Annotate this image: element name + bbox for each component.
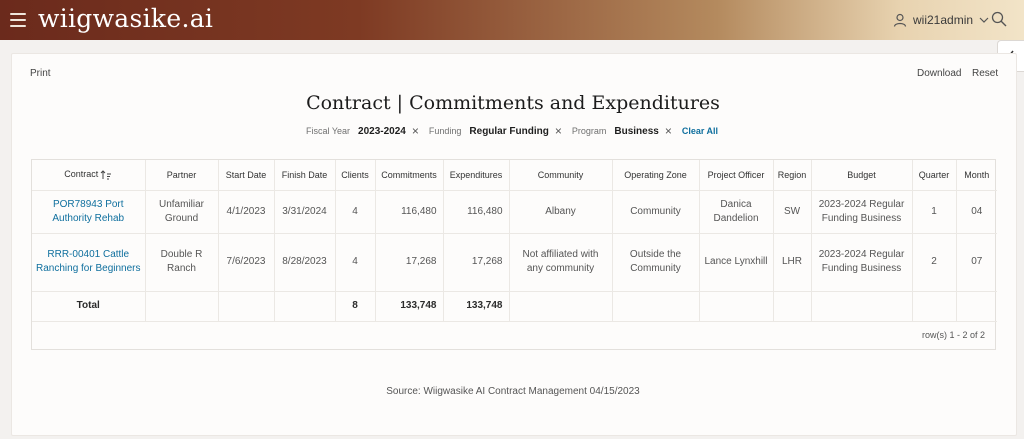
user-icon: [893, 13, 907, 27]
top-header-bar: wiigwasike.ai wii21admin: [0, 0, 1024, 40]
table-cell: [912, 291, 957, 322]
filter-value: 2023-2024: [358, 125, 406, 137]
filter-label: Funding: [428, 126, 462, 136]
column-header[interactable]: Month: [956, 160, 997, 191]
column-header[interactable]: Commitments: [375, 160, 444, 191]
column-header[interactable]: Operating Zone: [612, 160, 700, 191]
download-button[interactable]: Download: [917, 68, 962, 79]
table-cell: Double R Ranch: [145, 233, 219, 292]
column-header[interactable]: Region: [773, 160, 812, 191]
table-cell: Lance Lynxhill: [699, 233, 774, 292]
filter-label: Fiscal Year: [306, 126, 351, 136]
reset-button[interactable]: Reset: [972, 68, 999, 79]
table-cell: [274, 291, 336, 322]
table-cell: 2023-2024 Regular Funding Business: [811, 233, 913, 292]
filter-value: Regular Funding: [469, 125, 549, 137]
report-table-region: Contract Partner Start Date Finish Date …: [31, 159, 997, 350]
column-header[interactable]: Finish Date: [274, 160, 336, 191]
table-cell: LHR: [773, 233, 812, 292]
table-cell: Danica Dandelion: [699, 190, 774, 234]
table-cell: [956, 291, 997, 322]
table-cell: 17,268: [443, 233, 510, 292]
contract-link[interactable]: POR78943 Port Authority Rehab: [32, 190, 146, 234]
column-header[interactable]: Partner: [145, 160, 219, 191]
total-clients: 8: [335, 291, 376, 322]
table-cell: 116,480: [443, 190, 510, 234]
table-cell: [509, 291, 613, 322]
table-cell: SW: [773, 190, 812, 234]
user-menu[interactable]: wii21admin: [893, 12, 989, 28]
table-cell: 1: [912, 190, 957, 234]
table-cell: Albany: [509, 190, 613, 234]
filter-label: Program: [571, 126, 607, 136]
table-cell: 4: [335, 233, 376, 292]
table-cell: [811, 291, 913, 322]
menu-hamburger-icon[interactable]: [10, 13, 26, 27]
remove-filter-icon[interactable]: ×: [411, 124, 419, 138]
column-header[interactable]: Budget: [811, 160, 913, 191]
table-cell: [699, 291, 774, 322]
contract-link[interactable]: RRR-00401 Cattle Ranching for Beginners: [32, 233, 146, 292]
table-cell: [218, 291, 275, 322]
table-cell: Community: [612, 190, 700, 234]
report-table: Contract Partner Start Date Finish Date …: [32, 160, 997, 322]
table-row: RRR-00401 Cattle Ranching for Beginners …: [32, 233, 997, 292]
app-logo[interactable]: wiigwasike.ai: [38, 4, 214, 33]
column-header[interactable]: Community: [509, 160, 613, 191]
table-header-row: Contract Partner Start Date Finish Date …: [32, 160, 997, 191]
column-header[interactable]: Project Officer: [699, 160, 774, 191]
table-cell: 3/31/2024: [274, 190, 336, 234]
total-commitments: 133,748: [375, 291, 444, 322]
table-cell: 4/1/2023: [218, 190, 275, 234]
remove-filter-icon[interactable]: ×: [664, 124, 672, 138]
filter-bar: Fiscal Year 2023-2024 × Funding Regular …: [306, 124, 718, 138]
report-title: Contract | Commitments and Expenditures: [306, 92, 720, 114]
clear-all-filters-link[interactable]: Clear All: [681, 126, 719, 136]
chevron-down-icon: [979, 17, 989, 23]
table-cell: 04: [956, 190, 997, 234]
table-cell: [773, 291, 812, 322]
table-cell: 8/28/2023: [274, 233, 336, 292]
table-cell: Outside the Community: [612, 233, 700, 292]
column-header[interactable]: Clients: [335, 160, 376, 191]
table-cell: 7/6/2023: [218, 233, 275, 292]
column-header[interactable]: Quarter: [912, 160, 957, 191]
filter-value: Business: [614, 125, 659, 137]
table-cell: Unfamiliar Ground: [145, 190, 219, 234]
total-label: Total: [32, 291, 146, 322]
column-header[interactable]: Expenditures: [443, 160, 510, 191]
report-panel: Print Download Reset Contract | Commitme…: [11, 53, 1017, 436]
table-cell: 2: [912, 233, 957, 292]
column-header[interactable]: Start Date: [218, 160, 275, 191]
table-cell: 4: [335, 190, 376, 234]
table-cell: 116,480: [375, 190, 444, 234]
sort-icon: [100, 170, 112, 180]
print-button[interactable]: Print: [30, 68, 51, 79]
table-cell: [612, 291, 700, 322]
table-cell: Not affiliated with any community: [509, 233, 613, 292]
table-cell: 17,268: [375, 233, 444, 292]
column-header[interactable]: Contract: [32, 160, 146, 191]
table-cell: 2023-2024 Regular Funding Business: [811, 190, 913, 234]
table-cell: [145, 291, 219, 322]
search-icon[interactable]: [991, 11, 1007, 27]
total-expenditures: 133,748: [443, 291, 510, 322]
username-label: wii21admin: [913, 13, 974, 27]
report-source-footer: Source: Wiigwasike AI Contract Managemen…: [386, 386, 640, 397]
table-cell: 07: [956, 233, 997, 292]
remove-filter-icon[interactable]: ×: [554, 124, 562, 138]
table-row: POR78943 Port Authority Rehab Unfamiliar…: [32, 190, 997, 234]
pagination-info: row(s) 1 - 2 of 2: [921, 330, 985, 340]
total-row: Total 8 133,748 133,748: [32, 291, 997, 322]
